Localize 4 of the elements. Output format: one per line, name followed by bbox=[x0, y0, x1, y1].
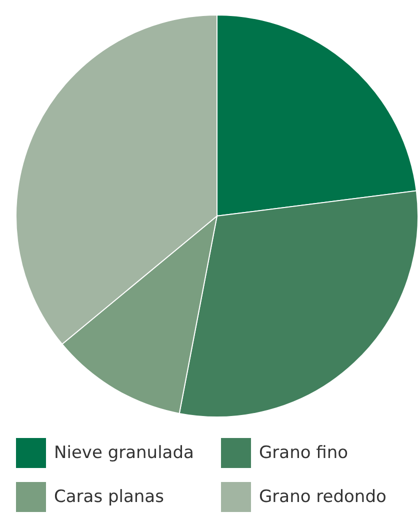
legend-label: Grano redondo bbox=[259, 487, 386, 507]
legend-label: Caras planas bbox=[54, 487, 164, 507]
legend-label: Nieve granulada bbox=[54, 443, 194, 463]
legend-label: Grano fino bbox=[259, 443, 348, 463]
